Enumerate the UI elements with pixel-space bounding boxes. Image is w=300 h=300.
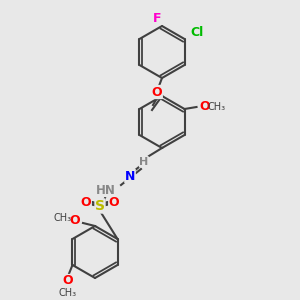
Text: HN: HN [96,184,116,196]
Text: H: H [140,157,148,167]
Text: N: N [125,169,135,182]
Text: Cl: Cl [190,26,203,40]
Text: O: O [70,214,80,227]
Text: O: O [81,196,91,208]
Text: CH₃: CH₃ [58,288,76,298]
Text: O: O [109,196,119,208]
Text: F: F [153,11,161,25]
Text: CH₃: CH₃ [54,213,72,223]
Text: O: O [152,85,162,98]
Text: CH₃: CH₃ [208,102,226,112]
Text: S: S [95,199,105,213]
Text: O: O [62,274,73,287]
Text: O: O [199,100,210,113]
